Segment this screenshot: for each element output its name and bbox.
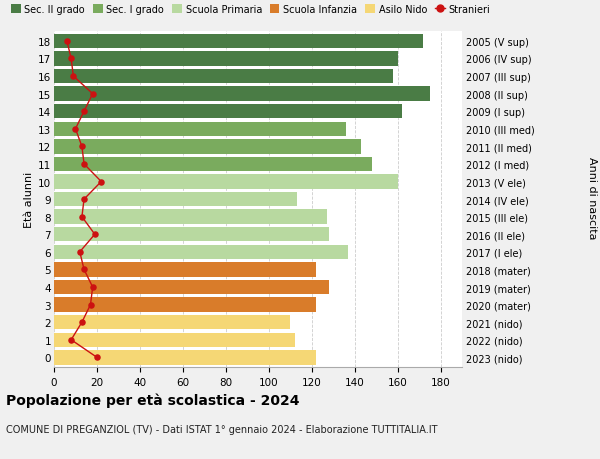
Point <box>71 126 80 133</box>
Bar <box>54 175 398 189</box>
Bar <box>54 280 329 295</box>
Point <box>88 284 97 291</box>
Text: COMUNE DI PREGANZIOL (TV) - Dati ISTAT 1° gennaio 2024 - Elaborazione TUTTITALIA: COMUNE DI PREGANZIOL (TV) - Dati ISTAT 1… <box>6 425 437 435</box>
Text: Anni di nascita: Anni di nascita <box>587 156 597 239</box>
Point <box>67 336 76 344</box>
Point <box>79 266 89 274</box>
Y-axis label: Età alunni: Età alunni <box>24 172 34 228</box>
Point <box>77 143 87 151</box>
Point <box>79 108 89 116</box>
Bar <box>54 34 424 49</box>
Bar <box>54 245 348 259</box>
Point <box>77 319 87 326</box>
Legend: Sec. II grado, Sec. I grado, Scuola Primaria, Scuola Infanzia, Asilo Nido, Stran: Sec. II grado, Sec. I grado, Scuola Prim… <box>11 5 490 15</box>
Bar <box>54 70 393 84</box>
Bar <box>54 192 296 207</box>
Point <box>75 249 85 256</box>
Bar <box>54 315 290 330</box>
Point <box>68 73 78 80</box>
Point <box>67 56 76 63</box>
Text: Popolazione per età scolastica - 2024: Popolazione per età scolastica - 2024 <box>6 392 299 407</box>
Bar <box>54 122 346 137</box>
Point <box>97 179 106 186</box>
Point <box>86 301 95 308</box>
Bar <box>54 228 329 242</box>
Point <box>92 354 102 361</box>
Bar <box>54 52 398 67</box>
Point <box>79 161 89 168</box>
Bar <box>54 87 430 101</box>
Bar <box>54 263 316 277</box>
Bar <box>54 298 316 312</box>
Point <box>62 38 71 45</box>
Point <box>77 213 87 221</box>
Point <box>79 196 89 203</box>
Bar <box>54 105 402 119</box>
Bar <box>54 157 372 172</box>
Point <box>90 231 100 238</box>
Bar <box>54 140 361 154</box>
Bar <box>54 350 316 365</box>
Bar <box>54 333 295 347</box>
Bar <box>54 210 327 224</box>
Point <box>88 91 97 98</box>
